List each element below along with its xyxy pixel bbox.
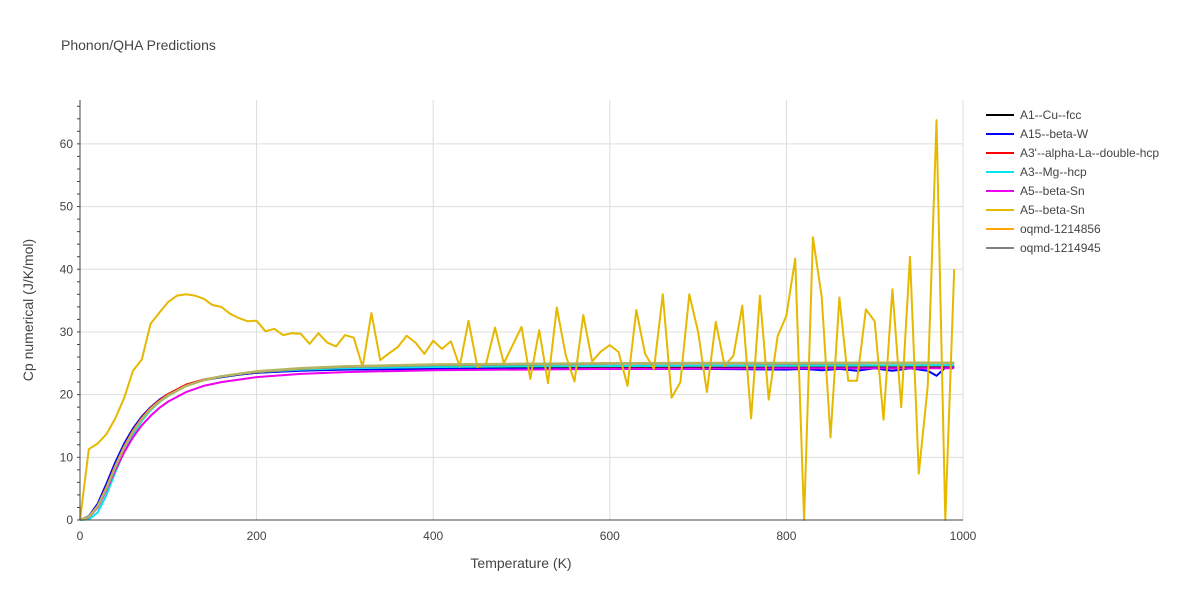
- gridlines: [80, 100, 964, 520]
- plot-area: [79, 119, 956, 522]
- y-axis-label: Cp numerical (J/K/mol): [20, 239, 36, 381]
- series-line-7: [79, 362, 955, 521]
- legend-item[interactable]: A1--Cu--fcc: [986, 108, 1081, 122]
- x-tick-label: 200: [247, 529, 267, 543]
- legend-label: A3'--alpha-La--double-hcp: [1020, 146, 1159, 160]
- series-line-1: [79, 366, 955, 521]
- legend-label: A1--Cu--fcc: [1020, 108, 1081, 122]
- series-line-extra-0: [79, 361, 955, 522]
- legend-item[interactable]: A3--Mg--hcp: [986, 165, 1087, 179]
- legend-label: A15--beta-W: [1020, 127, 1089, 141]
- x-tick-label: 600: [600, 529, 620, 543]
- x-tick-label: 1000: [950, 529, 977, 543]
- legend-label: oqmd-1214945: [1020, 241, 1101, 255]
- series-line-3: [79, 364, 955, 521]
- legend-label: A5--beta-Sn: [1020, 184, 1085, 198]
- legend-item[interactable]: oqmd-1214856: [986, 222, 1101, 236]
- y-tick-label: 60: [60, 137, 74, 151]
- legend-item[interactable]: oqmd-1214945: [986, 241, 1101, 255]
- y-tick-label: 10: [60, 450, 74, 464]
- y-tick-label: 30: [60, 325, 74, 339]
- legend-label: A5--beta-Sn: [1020, 203, 1085, 217]
- series-line-4: [79, 367, 955, 521]
- x-axis-label: Temperature (K): [470, 555, 571, 571]
- chart-title: Phonon/QHA Predictions: [61, 37, 216, 53]
- x-tick-label: 400: [423, 529, 443, 543]
- series-line-5: [79, 119, 956, 521]
- y-tick-label: 50: [60, 200, 74, 214]
- y-tick-label: 0: [66, 513, 73, 527]
- series-line-0: [79, 366, 955, 521]
- legend-item[interactable]: A3'--alpha-La--double-hcp: [986, 146, 1159, 160]
- legend-item[interactable]: A15--beta-W: [986, 127, 1089, 141]
- series-line-6: [79, 361, 955, 521]
- legend-item[interactable]: A5--beta-Sn: [986, 203, 1085, 217]
- axes: 0 200 400 600 800 1000 0 10 20 30 40 50 60: [60, 100, 977, 543]
- x-tick-label: 0: [77, 529, 84, 543]
- series-line-2: [79, 364, 955, 521]
- y-tick-label: 20: [60, 388, 74, 402]
- y-tick-label: 40: [60, 262, 74, 276]
- legend: A1--Cu--fcc A15--beta-W A3'--alpha-La--dou…: [986, 108, 1159, 255]
- legend-label: A3--Mg--hcp: [1020, 165, 1087, 179]
- legend-item[interactable]: A5--beta-Sn: [986, 184, 1085, 198]
- legend-label: oqmd-1214856: [1020, 222, 1101, 236]
- x-tick-label: 800: [776, 529, 796, 543]
